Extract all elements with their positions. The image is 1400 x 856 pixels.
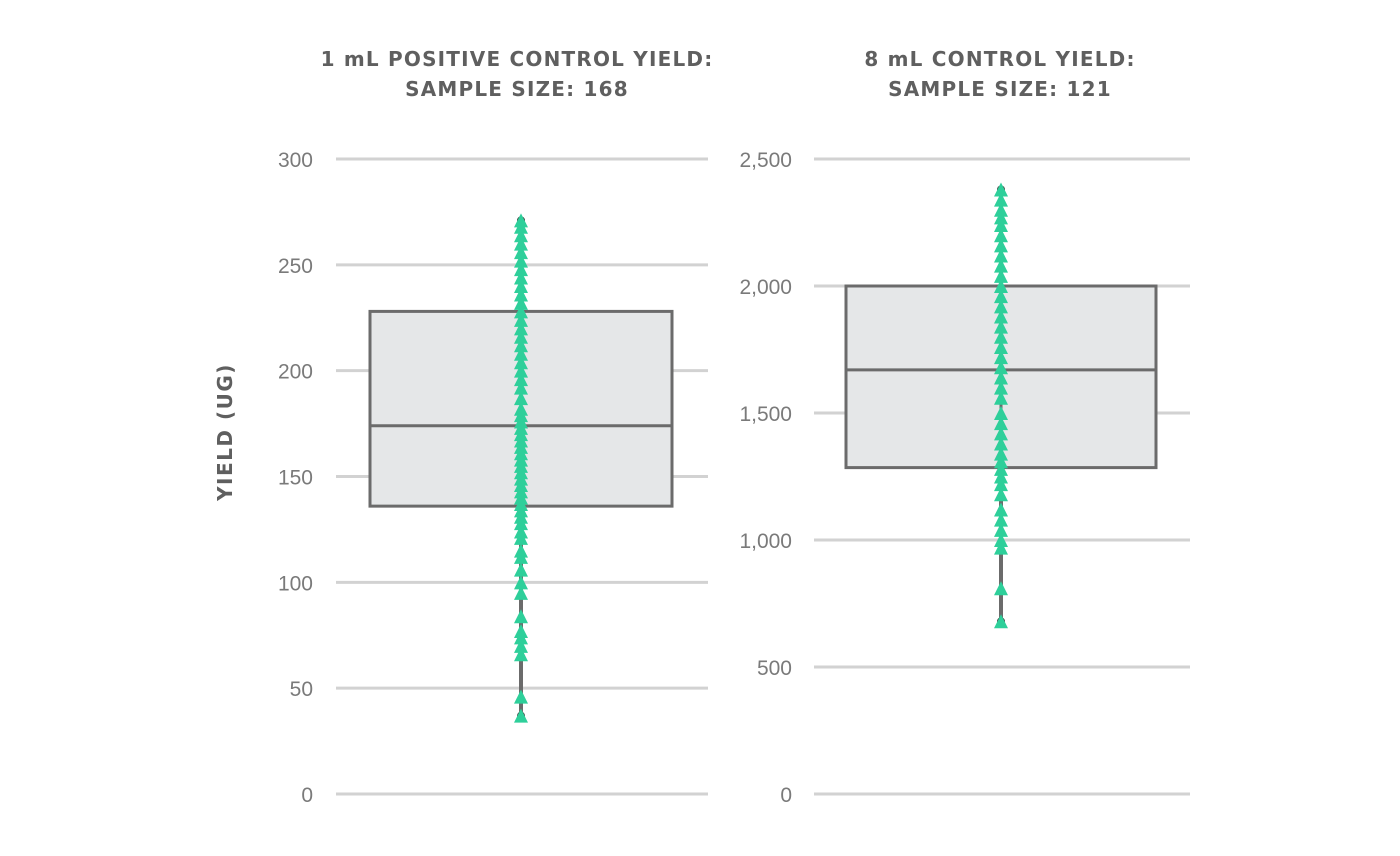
- chart-1-y-tick-label: 150: [278, 467, 313, 490]
- chart-2-y-tick-label: 2,000: [739, 276, 792, 299]
- chart-2-y-tick-label: 2,500: [739, 149, 792, 172]
- chart-2-data-point: [994, 182, 1008, 197]
- chart-2-data-point: [994, 477, 1008, 492]
- chart-2-data-point: [994, 228, 1008, 243]
- chart-2-data-point: [994, 329, 1008, 344]
- chart-1-data-point: [514, 213, 528, 228]
- chart-1-data-point: [514, 401, 528, 416]
- chart-1-data-point: [514, 575, 528, 590]
- chart-1-data-point: [514, 228, 528, 243]
- chart-2-data-point: [994, 339, 1008, 354]
- chart-1-y-tick-label: 200: [278, 361, 313, 384]
- chart-1-data-point: [514, 647, 528, 662]
- chart-2-data-point: [994, 446, 1008, 461]
- chart-2-title-line-2: SAMPLE SIZE: 121: [888, 77, 1112, 101]
- chart-2-data-point: [994, 360, 1008, 375]
- chart-2-data-point: [994, 416, 1008, 431]
- chart-1: 1 mL POSITIVE CONTROL YIELD: SAMPLE SIZE…: [213, 47, 714, 807]
- chart-2: 8 mL CONTROL YIELD: SAMPLE SIZE: 121 0 50…: [739, 47, 1190, 807]
- chart-1-data-point: [514, 304, 528, 319]
- chart-1-data-point: [514, 372, 528, 387]
- chart-2-data-point: [994, 309, 1008, 324]
- chart-1-data-point: [514, 295, 528, 310]
- chart-2-data-point: [994, 502, 1008, 517]
- chart-2-data-point: [994, 268, 1008, 283]
- chart-2-data-point: [994, 454, 1008, 469]
- chart-2-data-point: [994, 426, 1008, 441]
- chart-2-data-point: [994, 350, 1008, 365]
- chart-2-data-point: [994, 406, 1008, 420]
- chart-2-data-point: [994, 581, 1008, 596]
- chart-2-data-point: [994, 512, 1008, 527]
- chart-2-data-point: [994, 487, 1008, 502]
- chart-2-data-point: [994, 218, 1008, 233]
- chart-1-data-point: [514, 562, 528, 577]
- chart-1-data-point: [514, 524, 528, 539]
- chart-1-data-point: [514, 279, 528, 293]
- chart-2-data-point: [994, 522, 1008, 537]
- chart-1-data-point: [514, 287, 528, 302]
- chart-2-data-point: [994, 299, 1008, 314]
- chart-2-data-point: [994, 210, 1008, 225]
- chart-2-data-point: [994, 533, 1008, 547]
- chart-2-y-tick-label: 1,500: [739, 403, 792, 426]
- chart-1-data-point: [514, 270, 528, 285]
- chart-2-y-tick-label: 1,000: [739, 530, 792, 553]
- chart-1-data-point: [514, 329, 528, 344]
- chart-2-data-point: [994, 469, 1008, 484]
- chart-1-data-point: [514, 338, 528, 353]
- chart-2-data-point: [994, 202, 1008, 217]
- chart-1-data-point: [514, 585, 528, 600]
- y-axis-label: YIELD (UG): [213, 363, 237, 502]
- chart-1-data-point: [514, 312, 528, 327]
- chart-2-data-point: [994, 390, 1008, 405]
- chart-1-data-point: [514, 321, 528, 336]
- chart-2-data-point: [994, 614, 1008, 629]
- chart-1-data-point: [514, 245, 528, 260]
- chart-1-data-point: [514, 355, 528, 370]
- chart-1-y-tick-label: 0: [301, 784, 313, 807]
- chart-2-title-line-1: 8 mL CONTROL YIELD:: [864, 47, 1135, 71]
- chart-1-data-point: [514, 346, 528, 361]
- chart-1-data-point: [514, 708, 528, 723]
- chart-1-y-tick-label: 300: [278, 149, 313, 172]
- chart-2-data-point: [994, 248, 1008, 263]
- chart-1-title-line-2: SAMPLE SIZE: 168: [405, 77, 629, 101]
- chart-2-data-point: [994, 461, 1008, 476]
- chart-2-data-point: [994, 192, 1008, 207]
- chart-2-data-point: [994, 540, 1008, 555]
- chart-2-data-point: [994, 279, 1008, 293]
- chart-2-data-point: [994, 319, 1008, 334]
- chart-1-data-point: [514, 380, 528, 395]
- chart-2-y-tick-label: 0: [780, 784, 792, 807]
- chart-1-data-point: [514, 689, 528, 704]
- chart-1-data-point: [514, 391, 528, 406]
- chart-1-data-point: [514, 262, 528, 277]
- chart-2-data-point: [994, 436, 1008, 451]
- chart-2-data-point: [994, 370, 1008, 385]
- chart-1-data-point: [514, 624, 528, 639]
- chart-1-y-tick-label: 50: [290, 678, 313, 701]
- chart-1-y-tick-label: 100: [278, 572, 313, 595]
- chart-1-data-point: [514, 236, 528, 251]
- chart-1-data-point: [514, 363, 528, 378]
- chart-1-y-tick-label: 250: [278, 255, 313, 278]
- chart-2-data-point: [994, 380, 1008, 395]
- chart-1-data-point: [514, 638, 528, 653]
- chart-1-data-point: [514, 609, 528, 624]
- chart-2-data-point: [994, 238, 1008, 253]
- chart-2-data-point: [994, 258, 1008, 273]
- chart-2-y-tick-label: 500: [757, 657, 792, 680]
- chart-1-data-point: [514, 543, 528, 558]
- chart-1-data-point: [514, 253, 528, 268]
- chart-1-title-line-1: 1 mL POSITIVE CONTROL YIELD:: [321, 47, 714, 71]
- chart-2-data-point: [994, 289, 1008, 304]
